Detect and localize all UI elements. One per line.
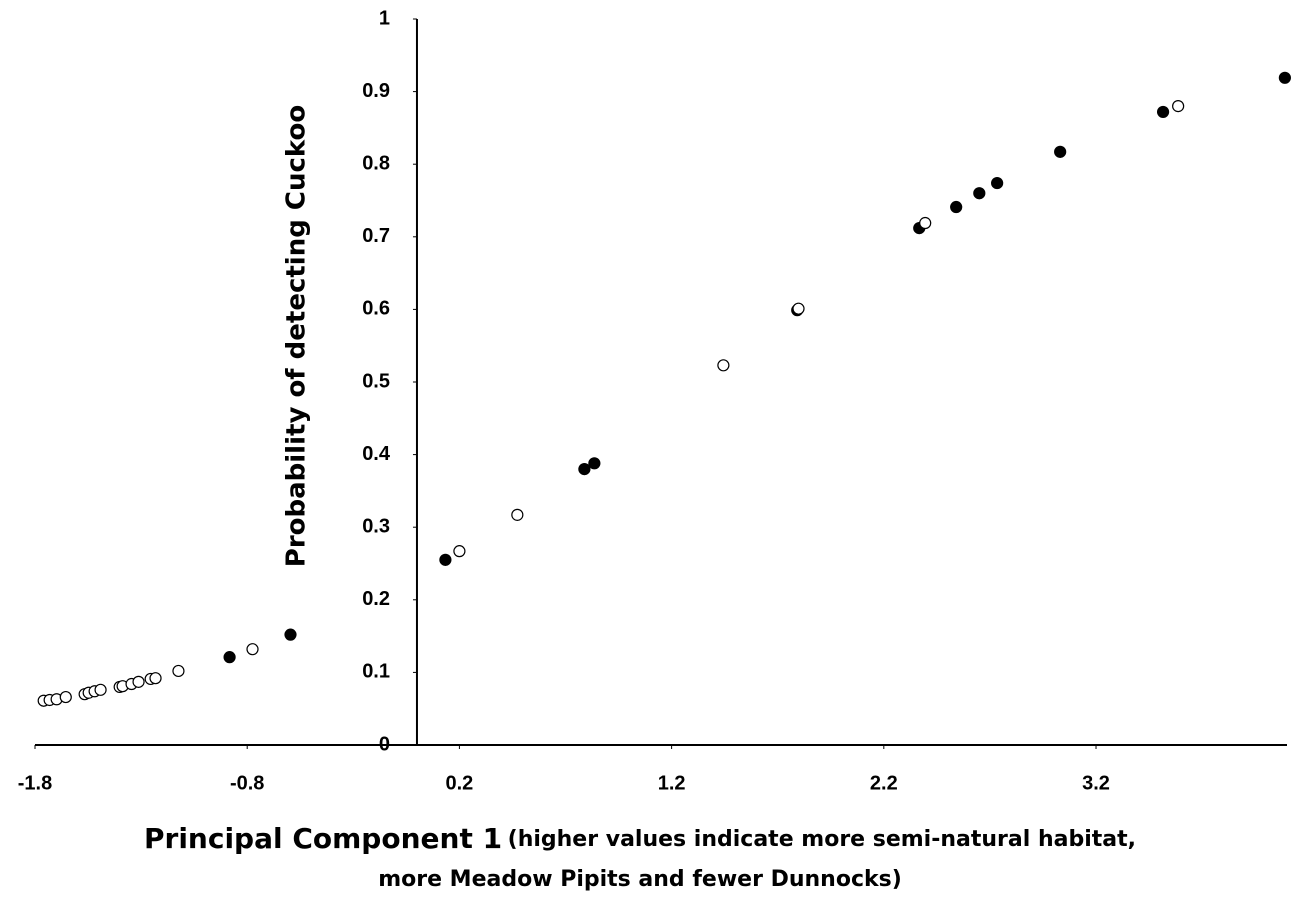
x-axis-title-note: more Meadow Pipits and fewer Dunnocks): [378, 867, 902, 892]
point: [149, 672, 162, 685]
point: [973, 187, 986, 200]
point: [792, 302, 805, 315]
point: [950, 200, 963, 214]
y-tick-label: 0.6: [362, 298, 390, 320]
point: [1278, 71, 1291, 84]
y-tick-label: 0.1: [362, 661, 390, 683]
y-tick-label: 0: [379, 733, 390, 755]
y-tick-label: 0.2: [362, 588, 390, 610]
x-tick-label: -0.8: [230, 772, 264, 794]
point: [246, 643, 259, 656]
point: [578, 463, 591, 476]
x-tick-label: 2.2: [870, 772, 898, 794]
point: [172, 664, 185, 678]
y-tick-label: 0.9: [362, 80, 390, 102]
point: [1054, 145, 1067, 158]
point: [511, 508, 524, 521]
y-axis-title: Probability of detecting Cuckoo: [282, 105, 312, 567]
x-axis-title-main: Principal Component 1: [144, 822, 502, 855]
x-axis-title: Principal Component 1 (higher values ind…: [144, 822, 1136, 855]
x-tick-label: -1.8: [18, 772, 52, 794]
y-tick-label: 1: [379, 7, 390, 29]
point: [59, 690, 72, 704]
x-axis-title-note: (higher values indicate more semi-natura…: [508, 827, 1136, 852]
x-tick-label: 0.2: [446, 772, 474, 794]
point: [1156, 105, 1170, 119]
point: [453, 545, 466, 558]
y-tick-label: 0.8: [362, 152, 390, 174]
point: [132, 675, 145, 688]
point: [588, 457, 601, 470]
point: [991, 176, 1004, 190]
y-tick-label: 0.3: [362, 515, 390, 537]
x-tick-label: 1.2: [658, 772, 686, 794]
x-tick-label: 3.2: [1082, 772, 1110, 794]
point: [919, 216, 932, 230]
y-tick-label: 0.7: [362, 225, 390, 247]
point: [1172, 100, 1185, 113]
point: [223, 651, 236, 664]
point: [717, 359, 730, 372]
y-tick-label: 0.4: [362, 443, 391, 465]
y-tick-label: 0.5: [362, 370, 390, 392]
point: [439, 553, 452, 566]
point: [94, 683, 107, 696]
point: [284, 628, 297, 641]
